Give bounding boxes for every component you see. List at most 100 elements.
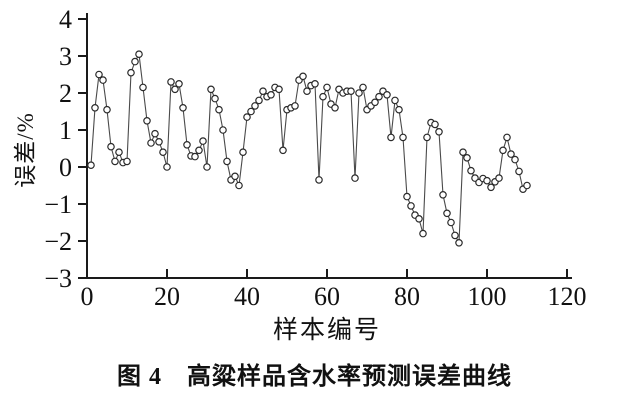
data-point [235, 181, 243, 190]
data-point [215, 105, 223, 114]
data-point [203, 163, 211, 171]
data-point [139, 83, 147, 92]
data-point [315, 176, 323, 184]
data-point [219, 126, 227, 134]
data-point [347, 87, 355, 96]
data-point [399, 133, 407, 142]
data-point [111, 157, 119, 166]
data-point [175, 80, 183, 88]
data-point [323, 83, 331, 92]
data-point [355, 89, 363, 97]
data-point [259, 87, 267, 96]
data-point [95, 70, 103, 79]
x-tick-label: 20 [154, 282, 180, 311]
data-point [291, 102, 299, 110]
x-tick-label: 40 [234, 282, 260, 311]
data-point [451, 231, 459, 240]
data-point [447, 218, 455, 227]
y-tick-label: −2 [44, 227, 72, 256]
data-point [503, 133, 511, 142]
data-point [487, 183, 495, 192]
data-point [387, 133, 395, 142]
data-point [195, 146, 203, 155]
data-point [431, 120, 439, 129]
data-point [311, 80, 319, 88]
data-point [211, 94, 219, 103]
data-point [391, 96, 399, 105]
data-point [167, 78, 175, 86]
data-point [115, 148, 123, 157]
figure-caption: 图 4 高粱样品含水率预测误差曲线 [117, 364, 512, 390]
data-point [279, 146, 287, 155]
data-point [127, 68, 135, 77]
data-point [299, 72, 307, 81]
data-point [331, 104, 339, 112]
data-point [495, 174, 503, 182]
y-tick-label: −3 [44, 264, 72, 293]
data-point [251, 102, 259, 110]
data-point [403, 192, 411, 201]
data-point [131, 57, 139, 66]
y-tick-label: 1 [59, 116, 72, 145]
data-point [147, 139, 155, 147]
y-tick-label: 3 [59, 42, 72, 71]
data-point [395, 105, 403, 114]
data-point [351, 174, 359, 182]
data-point [407, 202, 415, 210]
x-tick-label: 0 [81, 282, 94, 311]
data-point [183, 141, 191, 149]
data-point [383, 91, 391, 99]
data-point [435, 128, 443, 136]
y-tick-label: 2 [59, 79, 72, 108]
data-point [359, 83, 367, 92]
data-point [163, 163, 171, 171]
data-point [423, 133, 431, 142]
data-point [123, 157, 131, 166]
data-point [319, 92, 327, 101]
data-point [223, 157, 231, 166]
x-tick-label: 100 [468, 282, 507, 311]
data-point [231, 172, 239, 181]
y-tick-label: 4 [59, 5, 72, 34]
data-point [159, 148, 167, 157]
data-point [107, 142, 115, 151]
data-point [303, 87, 311, 96]
data-point [415, 215, 423, 223]
data-point [135, 50, 143, 59]
x-tick-label: 120 [548, 282, 587, 311]
data-point [179, 104, 187, 112]
data-point [483, 176, 491, 185]
data-point [243, 113, 251, 121]
data-point [171, 85, 179, 94]
data-point [439, 191, 447, 199]
data-point [511, 155, 519, 164]
data-point [155, 138, 163, 146]
data-point [371, 98, 379, 107]
data-point [143, 117, 151, 125]
y-tick-label: −1 [44, 190, 72, 219]
y-tick-label: 0 [59, 153, 72, 182]
data-point [207, 85, 215, 94]
data-point [467, 166, 475, 175]
error-line-chart: 4 3 2 1 0 −1 −2 −3 0 20 40 60 80 100 120 [44, 5, 587, 311]
data-point [255, 96, 263, 105]
x-tick-label: 60 [314, 282, 340, 311]
data-point [507, 150, 515, 158]
data-point [375, 92, 383, 101]
data-point [99, 76, 107, 84]
data-point [267, 91, 275, 99]
data-point [455, 239, 463, 247]
data-point [191, 152, 199, 161]
data-point [419, 229, 427, 238]
data-point [87, 161, 95, 170]
data-point [523, 181, 531, 190]
x-tick-label: 80 [394, 282, 420, 311]
data-point [499, 146, 507, 155]
data-point [463, 154, 471, 162]
data-point [443, 209, 451, 218]
data-point [199, 137, 207, 145]
data-point [247, 107, 255, 116]
data-point [151, 129, 159, 138]
x-axis-title: 样本编号 [272, 317, 381, 344]
